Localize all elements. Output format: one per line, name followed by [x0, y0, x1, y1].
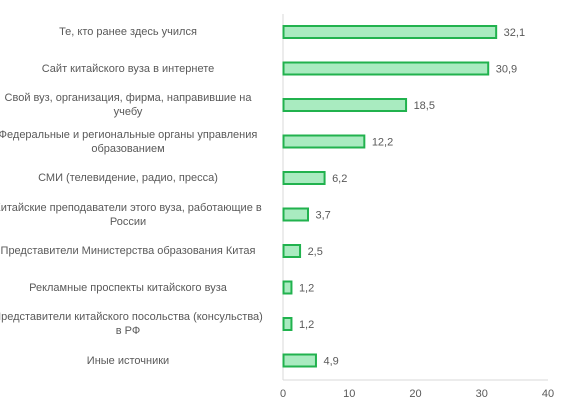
bar — [282, 317, 293, 331]
category-label-line: Представители китайского посольства (кон… — [0, 311, 263, 323]
category-label-line: Федеральные и региональные органы управл… — [0, 128, 258, 141]
category-label: СМИ (телевидение, радио, пресса) — [0, 171, 273, 185]
data-label: 12,2 — [372, 137, 393, 149]
bar — [282, 171, 326, 185]
bar — [282, 98, 408, 112]
category-label-line: СМИ (телевидение, радио, пресса) — [38, 172, 218, 184]
data-label: 18,5 — [414, 100, 435, 112]
data-label: 1,2 — [299, 319, 314, 331]
data-label: 6,2 — [332, 173, 347, 185]
category-label-line: Рекламные проспекты китайского вуза — [29, 281, 227, 294]
x-tick-label: 0 — [280, 388, 286, 400]
category-label: Федеральные и региональные органы управл… — [0, 128, 273, 156]
bar — [282, 207, 310, 222]
category-label: Свой вуз, организация, фирма, направивши… — [0, 91, 273, 119]
data-label: 30,9 — [496, 64, 517, 76]
category-label-line: в РФ — [115, 325, 141, 337]
bar — [282, 134, 366, 149]
bar — [282, 61, 490, 76]
bar — [282, 25, 498, 39]
x-tick-label: 30 — [476, 388, 488, 400]
category-label: Те, кто ранее здесь учился — [0, 25, 273, 39]
category-label: Представители Министерства образования К… — [0, 244, 273, 258]
category-label-line: образованием — [91, 142, 165, 155]
category-label-line: Китайские преподаватели этого вуза, рабо… — [0, 201, 262, 214]
category-label: Рекламные проспекты китайского вуза — [0, 281, 273, 295]
data-label: 1,2 — [299, 283, 314, 295]
bar — [282, 353, 317, 368]
category-label-line: Сайт китайского вуза в интернете — [41, 62, 215, 75]
category-label-line: Свой вуз, организация, фирма, направивши… — [4, 92, 252, 104]
bar — [282, 244, 302, 258]
category-label-line: Те, кто ранее здесь учился — [59, 26, 197, 38]
data-label: 4,9 — [323, 356, 338, 368]
bar — [282, 280, 293, 295]
category-label-line: учебу — [113, 106, 143, 118]
category-label: Иные источники — [0, 354, 273, 368]
category-label-line: Иные источники — [86, 354, 170, 367]
category-label: Представители китайского посольства (кон… — [0, 310, 273, 338]
data-label: 2,5 — [308, 246, 323, 258]
category-label: Китайские преподаватели этого вуза, рабо… — [0, 201, 273, 229]
category-label-line: Представители Министерства образования К… — [0, 245, 256, 257]
data-label: 32,1 — [504, 27, 525, 39]
category-label-line: России — [109, 215, 147, 228]
x-tick-label: 20 — [409, 388, 421, 400]
x-tick-label: 10 — [343, 388, 355, 400]
category-label: Сайт китайского вуза в интернете — [0, 62, 273, 76]
data-label: 3,7 — [316, 210, 331, 222]
x-tick-label: 40 — [542, 388, 554, 400]
